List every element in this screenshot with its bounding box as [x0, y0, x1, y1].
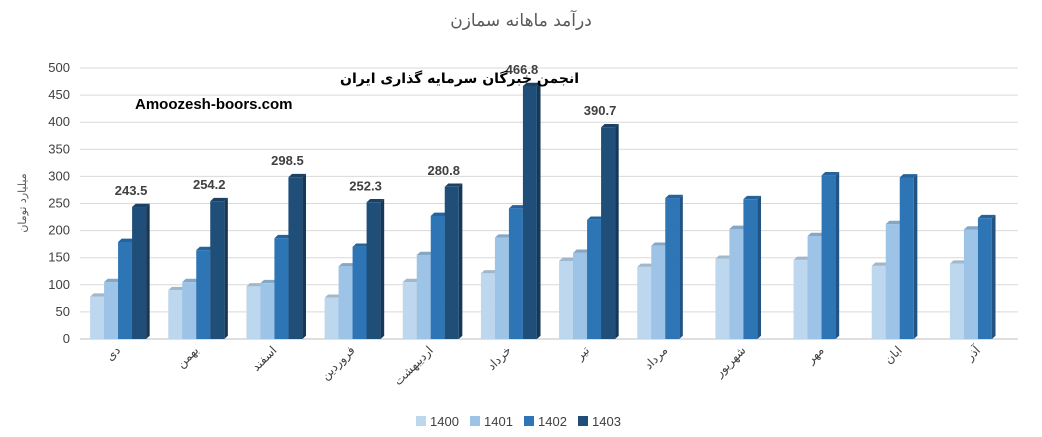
data-labels: 243.5 254.2 298.5 252.3 280.8 466.8 390.7: [115, 62, 617, 198]
y-tick-label: 150: [48, 250, 70, 265]
bars: [90, 82, 996, 339]
legend-label: 1403: [592, 414, 621, 429]
bar-1403-5: [522, 82, 541, 339]
category-label: آذر: [961, 342, 984, 365]
data-label: 390.7: [584, 103, 617, 118]
bar-1402-8: [743, 195, 762, 339]
legend-item-1402: 1402: [524, 414, 567, 429]
bar-1403-6: [601, 123, 619, 339]
bar-1403-0: [132, 203, 150, 339]
legend-label: 1400: [430, 414, 459, 429]
y-tick-label: 400: [48, 114, 70, 129]
legend-label: 1401: [484, 414, 513, 429]
legend: 1400 1401 1402 1403: [416, 414, 621, 429]
bar-1403-1: [210, 197, 228, 339]
legend-label: 1402: [538, 414, 567, 429]
category-label: خرداد: [484, 343, 514, 373]
y-tick-label: 0: [63, 331, 70, 346]
y-tick-label: 500: [48, 60, 70, 75]
category-label: ابان: [881, 343, 904, 366]
y-tick-label: 200: [48, 223, 70, 238]
data-label: 466.8: [506, 62, 539, 77]
bar-1402-10: [899, 174, 918, 339]
category-label: اسفند: [249, 343, 280, 374]
y-tick-label: 350: [48, 141, 70, 156]
grid-lines: [80, 67, 1018, 340]
legend-swatch: [578, 416, 588, 426]
data-label: 280.8: [427, 163, 460, 178]
category-label: مهر: [803, 343, 827, 367]
chart-title: درآمد ماهانه سمازن: [450, 9, 592, 31]
category-label: تیر: [572, 343, 593, 364]
category-label: بهمن: [174, 343, 202, 371]
bar-1402-7: [665, 194, 683, 339]
legend-swatch: [416, 416, 426, 426]
data-label: 298.5: [271, 153, 304, 168]
y-tick-label: 300: [48, 168, 70, 183]
category-labels: دی بهمن اسفند فروردین اردیبهشت خرداد تیر مرداد ش…: [103, 342, 984, 389]
legend-swatch: [470, 416, 480, 426]
legend-item-1401: 1401: [470, 414, 513, 429]
y-tick-label: 50: [56, 304, 70, 319]
legend-item-1403: 1403: [578, 414, 621, 429]
category-label: دی: [103, 343, 123, 363]
bar-1403-4: [444, 183, 463, 339]
legend-item-1400: 1400: [416, 414, 459, 429]
category-label: شهریور: [711, 343, 749, 381]
category-label: فروردین: [318, 343, 358, 383]
legend-swatch: [524, 416, 534, 426]
watermark-line1: انجمن خبرگان سرمایه گذاری ایران: [340, 70, 579, 87]
y-tick-label: 250: [48, 196, 70, 211]
category-label: مرداد: [641, 343, 671, 373]
data-label: 252.3: [349, 178, 382, 193]
y-axis-label: میلیارد تومان: [16, 173, 29, 232]
y-axis-ticks: 0 50 100 150 200 250 300 350 400 450 500: [48, 60, 70, 346]
data-label: 254.2: [193, 177, 226, 192]
bar-1402-9: [821, 172, 840, 339]
bar-1403-3: [366, 198, 385, 339]
y-tick-label: 100: [48, 277, 70, 292]
watermark-line2: Amoozesh-boors.com: [135, 96, 293, 113]
bar-1403-2: [288, 173, 307, 339]
data-label: 243.5: [115, 183, 148, 198]
bar-1402-11: [977, 214, 996, 339]
y-tick-label: 450: [48, 87, 70, 102]
category-label: اردیبهشت: [391, 343, 437, 389]
